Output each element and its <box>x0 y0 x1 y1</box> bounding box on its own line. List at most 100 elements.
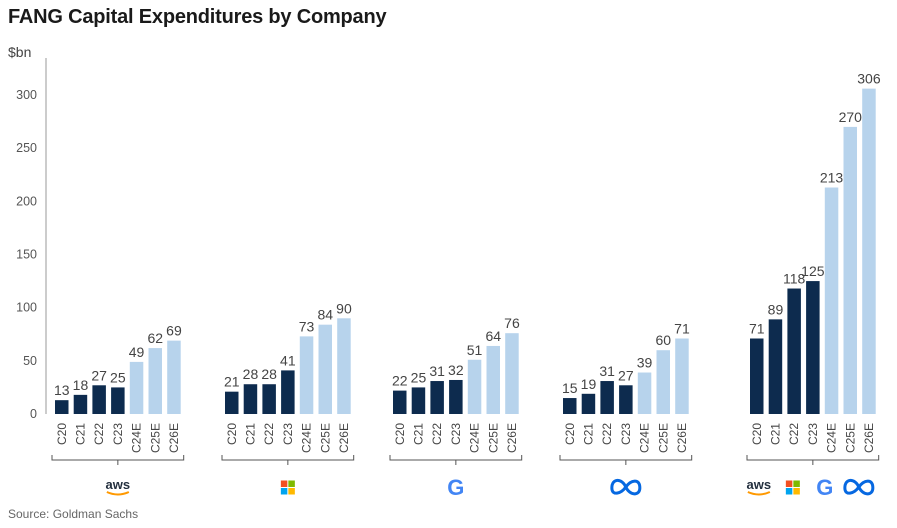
data-label: 84 <box>317 307 333 323</box>
x-tick-label: C22 <box>262 423 276 445</box>
bar <box>281 370 295 414</box>
data-label: 39 <box>637 355 653 371</box>
x-tick-label: C25E <box>843 423 857 453</box>
data-label: 118 <box>783 271 806 287</box>
data-label: 31 <box>429 363 445 379</box>
bar <box>843 126 857 415</box>
bar <box>600 381 614 414</box>
bar <box>619 385 633 414</box>
meta-icon <box>610 478 642 496</box>
data-label: 71 <box>674 321 690 337</box>
aws-smile-icon <box>747 491 771 496</box>
data-label: 41 <box>280 352 296 368</box>
data-label: 49 <box>129 344 145 360</box>
x-tick-label: C26E <box>862 423 876 453</box>
microsoft-icon <box>280 480 288 487</box>
data-label: 125 <box>801 263 825 279</box>
y-tick-label: 50 <box>23 354 37 368</box>
data-label: 69 <box>166 323 182 339</box>
data-label: 19 <box>581 376 597 392</box>
bar <box>581 393 596 414</box>
x-tick-label: C25E <box>148 423 162 453</box>
y-axis-label: $bn <box>8 44 32 60</box>
group-bracket <box>559 455 693 465</box>
data-label: 89 <box>768 301 784 317</box>
bar <box>318 324 332 414</box>
data-label: 51 <box>467 342 483 358</box>
x-tick-label: C20 <box>55 423 69 445</box>
data-label: 13 <box>54 382 70 398</box>
x-tick-label: C20 <box>393 423 407 445</box>
microsoft-icon <box>288 488 295 495</box>
google-icon: G <box>447 475 464 500</box>
data-label: 15 <box>562 380 578 396</box>
bar <box>656 350 670 414</box>
bar <box>55 400 69 414</box>
bar <box>467 359 482 414</box>
bar <box>563 398 577 414</box>
bar <box>750 338 764 414</box>
data-label: 76 <box>504 315 520 331</box>
data-label: 18 <box>73 377 89 393</box>
bar <box>262 384 276 414</box>
x-tick-label: C22 <box>600 423 614 445</box>
bar <box>862 88 876 415</box>
x-tick-label: C20 <box>563 423 577 445</box>
data-label: 31 <box>599 363 615 379</box>
bar <box>111 387 125 414</box>
aws-smile-icon <box>106 491 130 496</box>
y-tick-label: 150 <box>16 248 37 262</box>
bar <box>73 394 88 414</box>
data-label: 213 <box>820 170 844 186</box>
x-tick-label: C26E <box>167 423 181 453</box>
microsoft-icon <box>288 480 295 487</box>
data-label: 60 <box>655 332 671 348</box>
data-label: 21 <box>224 374 240 390</box>
x-tick-label: C25E <box>486 423 500 453</box>
x-tick-label: C25E <box>656 423 670 453</box>
bar <box>430 381 444 414</box>
data-label: 306 <box>857 71 881 87</box>
x-tick-label: C20 <box>750 423 764 445</box>
source-note: Source: Goldman Sachs <box>8 507 139 521</box>
data-label: 73 <box>299 318 315 334</box>
y-tick-label: 200 <box>16 194 37 208</box>
data-label: 25 <box>411 369 427 385</box>
x-tick-label: C23 <box>111 423 125 445</box>
y-tick-label: 300 <box>16 88 37 102</box>
x-tick-label: C21 <box>243 423 257 445</box>
x-tick-label: C20 <box>225 423 239 445</box>
x-tick-label: C21 <box>768 423 782 445</box>
data-label: 28 <box>243 366 259 382</box>
group-bracket <box>389 455 523 465</box>
bar <box>148 348 162 414</box>
data-label: 270 <box>839 109 863 125</box>
microsoft-icon <box>793 480 800 487</box>
bar <box>167 340 181 414</box>
group-bracket <box>746 455 880 465</box>
x-tick-label: C23 <box>806 423 820 445</box>
bar <box>637 372 652 414</box>
x-tick-label: C21 <box>73 423 87 445</box>
bar <box>299 336 314 414</box>
bar <box>486 345 500 414</box>
x-tick-label: C24E <box>300 423 314 453</box>
bar <box>243 384 258 414</box>
bar <box>505 333 519 414</box>
bar <box>92 385 106 414</box>
y-tick-label: 0 <box>30 407 37 421</box>
x-tick-label: C26E <box>505 423 519 453</box>
bar <box>225 391 239 414</box>
microsoft-icon <box>793 488 800 495</box>
x-tick-label: C23 <box>619 423 633 445</box>
data-label: 32 <box>448 362 464 378</box>
bar <box>129 361 144 414</box>
bar <box>787 288 801 414</box>
data-label: 62 <box>147 330 163 346</box>
meta-icon <box>843 478 875 496</box>
bar <box>411 387 426 414</box>
group-bracket <box>221 455 355 465</box>
x-tick-label: C21 <box>581 423 595 445</box>
x-tick-label: C22 <box>787 423 801 445</box>
